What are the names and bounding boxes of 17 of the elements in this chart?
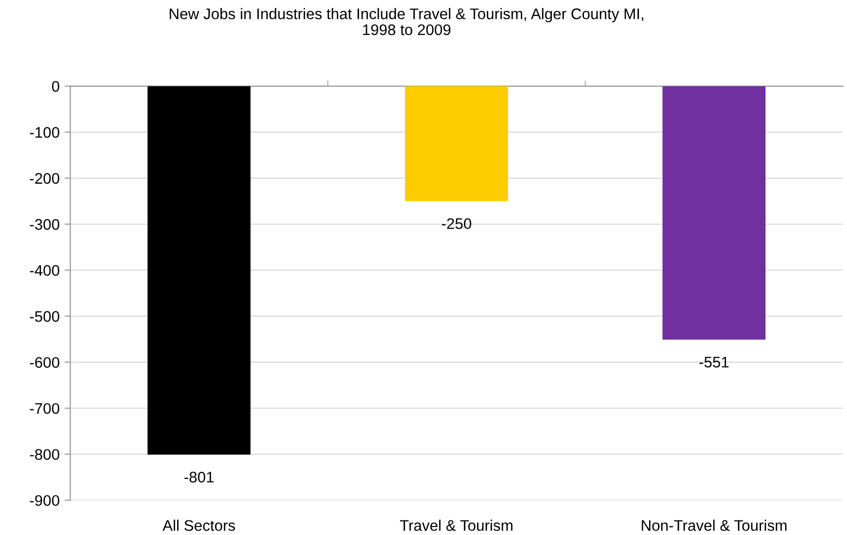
y-tick-label: -400 [30,265,60,276]
data-label: -250 [442,218,472,230]
x-tick-label: Travel & Tourism [400,520,512,531]
y-tick-label: -800 [30,449,60,460]
data-label: -801 [184,472,214,483]
x-tick-label: Non-Travel & Tourism [642,520,786,531]
chart-title: New Jobs in Industries that Include Travel & Tourism, Alger County MI, 1998 to 2009 [170,8,644,36]
data-label: -551 [699,356,729,368]
y-tick-label: -300 [30,219,60,230]
y-tick-label: -900 [30,495,60,506]
y-tick-label: -700 [30,403,60,414]
y-tick-label: -600 [30,357,60,368]
x-tick-label: All Sectors [162,520,236,531]
y-tick-label: -500 [30,311,60,322]
y-tick-label: -200 [30,173,60,184]
y-tick-label: -100 [30,127,60,138]
y-tick-label: 0 [52,81,60,92]
